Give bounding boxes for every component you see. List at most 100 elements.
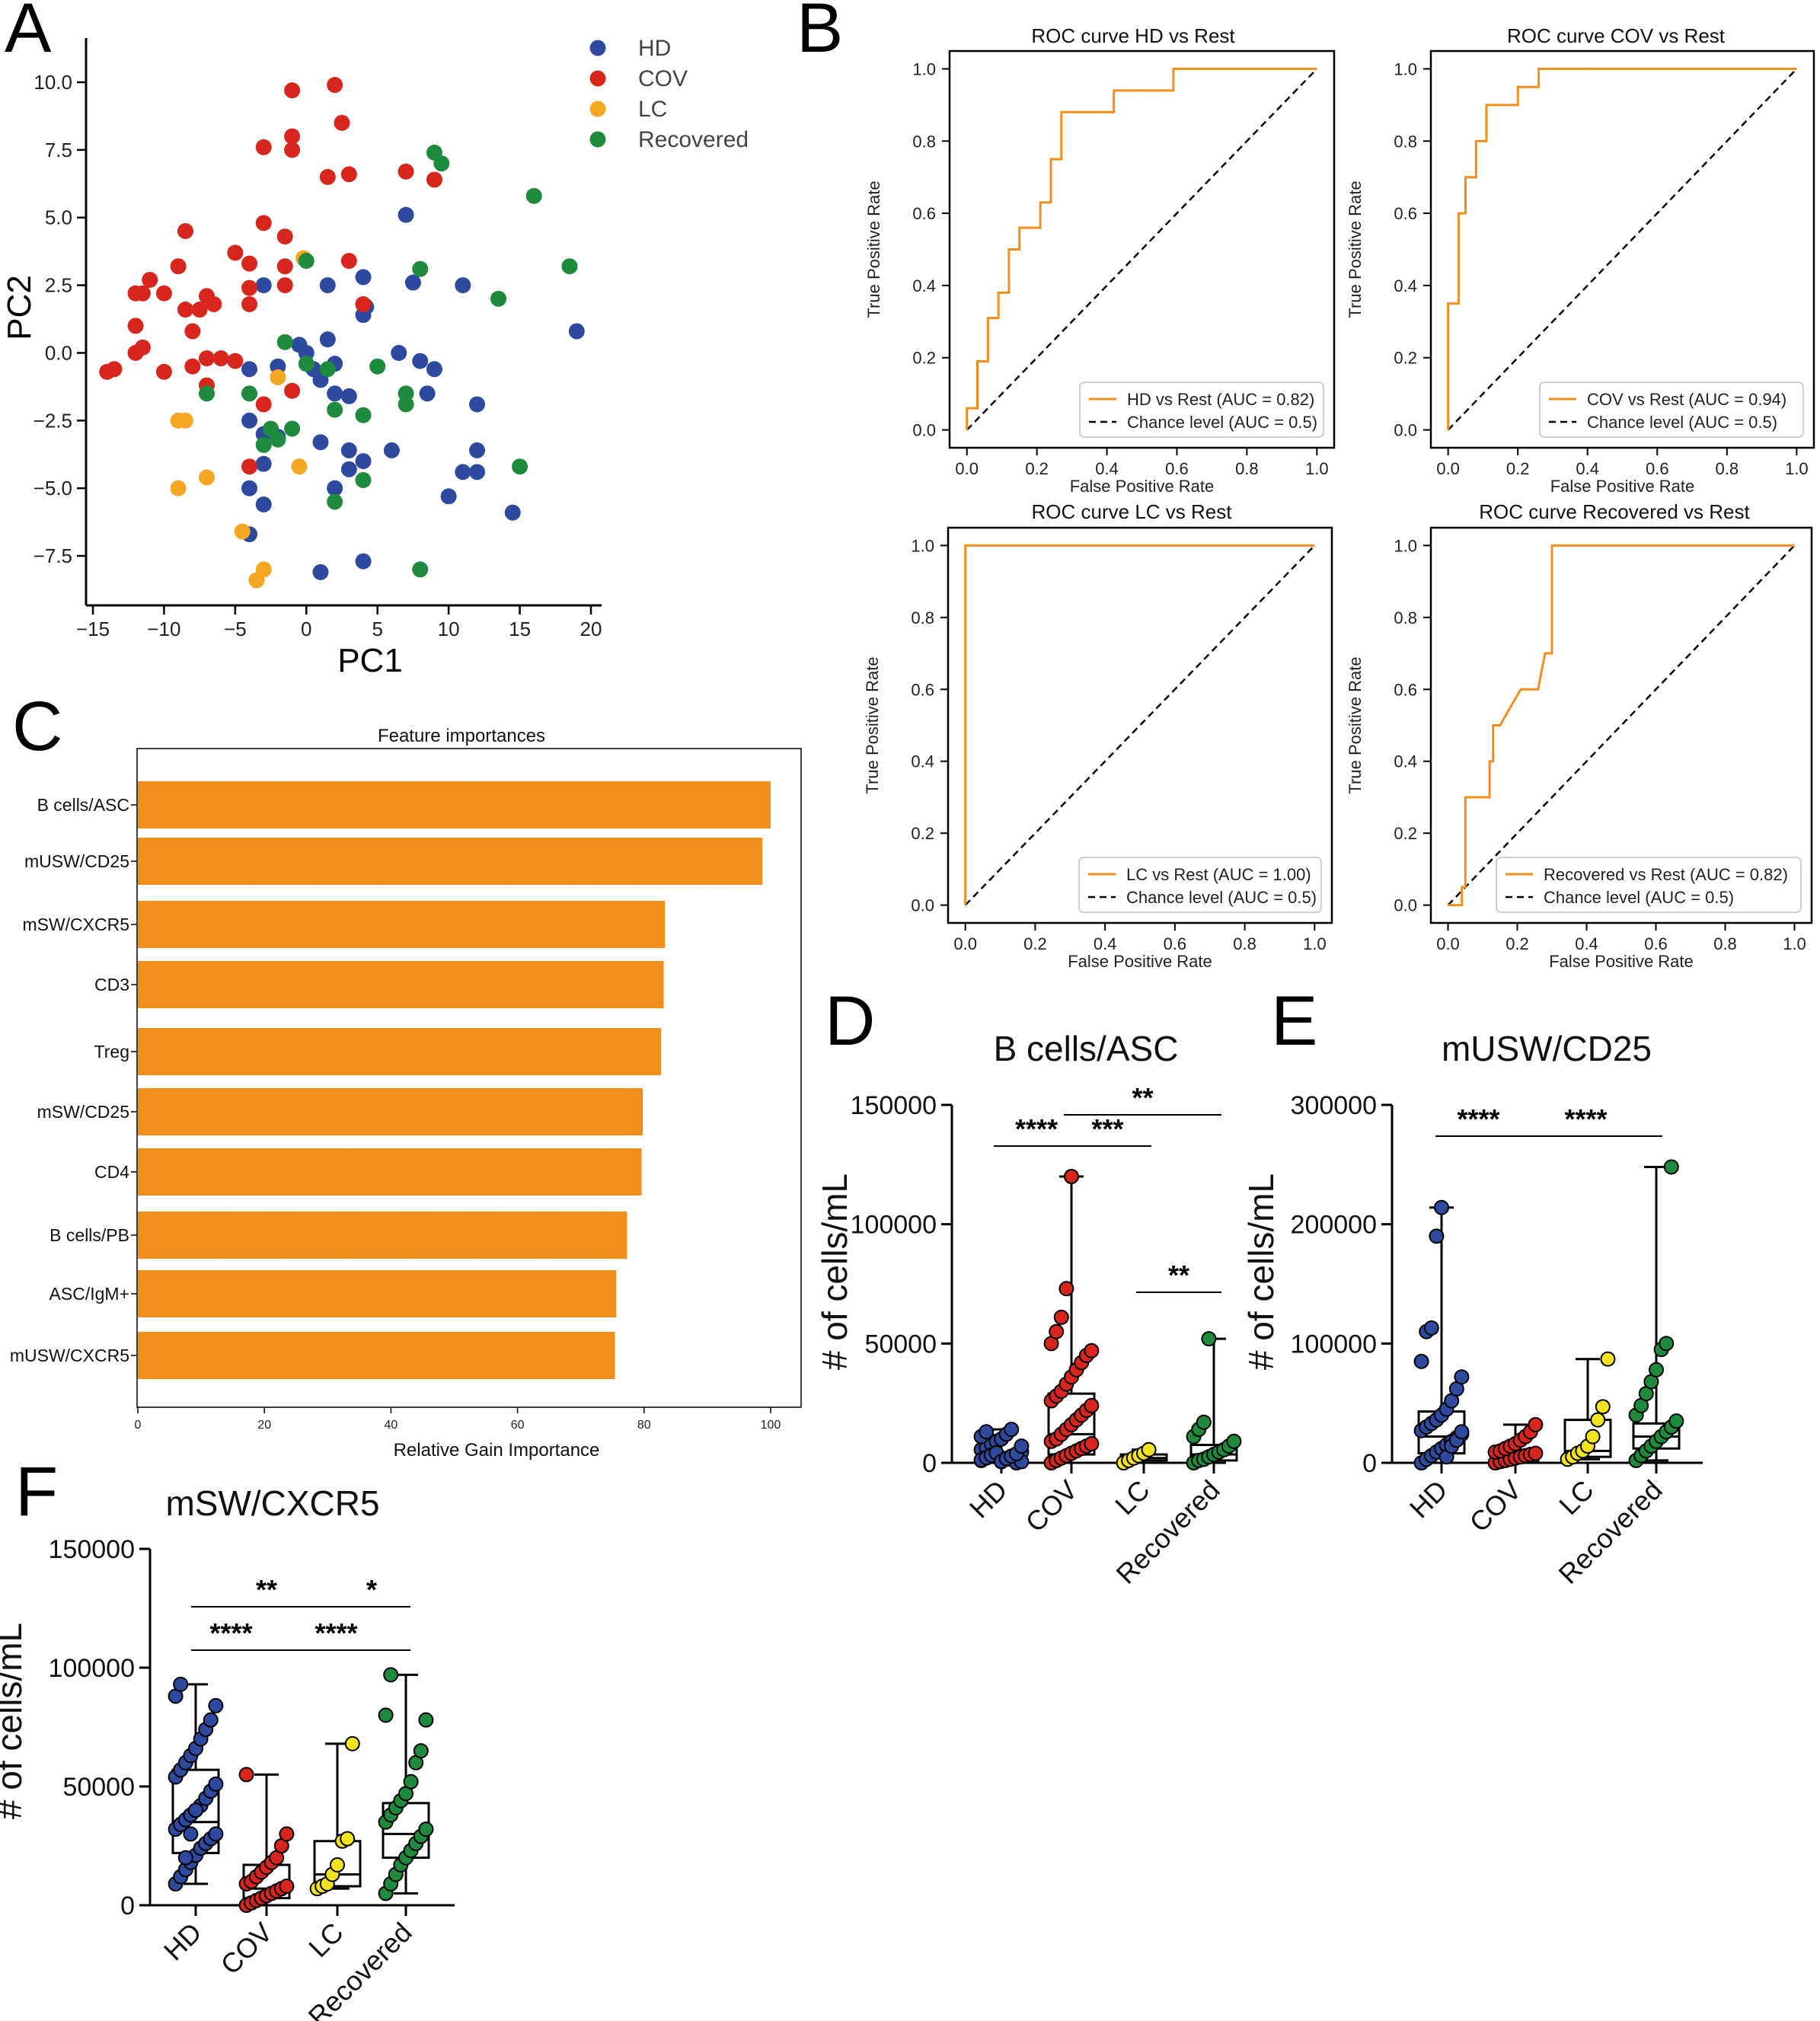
feature-label: B cells/PB <box>49 1225 129 1245</box>
point-recovered <box>561 258 578 275</box>
roc-curve-b3 <box>964 544 1315 905</box>
x-tick-label-e: LC <box>1553 1474 1600 1521</box>
data-point-recovered <box>1663 1159 1679 1175</box>
point-recovered <box>319 361 336 378</box>
roc-curves: ROC curve HD vs Rest 0.0 0.2 0.4 0.6 0.8 1.0 0.… <box>863 24 1815 971</box>
point-cov <box>184 323 201 340</box>
x-tick-label-b3: 0.4 <box>1094 934 1117 953</box>
legend-roc-label-b1: HD vs Rest (AUC = 0.82) <box>1127 390 1314 409</box>
y-tick-label-b1: 0.0 <box>912 421 936 440</box>
importance-bar <box>138 961 664 1008</box>
significance-label: **** <box>1564 1103 1607 1135</box>
point-hd <box>504 504 521 521</box>
point-cov <box>177 302 193 318</box>
y-tick-label-a: 10.0 <box>34 71 72 94</box>
x-tick-label-c: 20 <box>257 1419 271 1432</box>
point-cov <box>212 350 229 367</box>
point-lc <box>234 523 251 540</box>
feature-label: mSW/CXCR5 <box>22 915 129 934</box>
point-recovered <box>369 358 386 375</box>
importance-bar <box>138 1148 642 1196</box>
x-tick-label-b2: 0.6 <box>1646 459 1669 478</box>
data-point-hd <box>183 1826 199 1842</box>
y-tick-label-b3: 0.6 <box>911 680 934 699</box>
legend-label-recovered: Recovered <box>638 127 749 152</box>
data-point-lc <box>344 1735 360 1751</box>
data-point-cov <box>1053 1309 1069 1325</box>
point-cov <box>327 77 343 94</box>
x-tick-label-b3: 0.6 <box>1164 934 1187 953</box>
x-tick-label-a: −10 <box>147 618 180 640</box>
roc-curve-b1 <box>966 67 1317 430</box>
data-point-recovered <box>1201 1331 1217 1347</box>
x-tick-label-b3: 0.2 <box>1023 934 1047 953</box>
panel-letter-f: F <box>15 1453 58 1531</box>
box-plot-e: 0 100000 200000 300000 mUSW/CD25 # of cells/m… <box>1241 1029 1703 1590</box>
y-tick-label-b2: 0.0 <box>1394 421 1417 440</box>
y-tick-label-b1: 1.0 <box>912 59 936 78</box>
data-point-cov <box>279 1826 295 1842</box>
chart-title-f: mSW/CXCR5 <box>165 1483 379 1523</box>
x-tick-label-a: −15 <box>76 618 110 640</box>
y-tick-label-b4: 0.2 <box>1394 824 1417 843</box>
importance-bar <box>138 781 771 829</box>
data-point-hd <box>1423 1320 1439 1336</box>
x-tick-label-c: 60 <box>511 1419 525 1432</box>
y-tick-label-a: −5.0 <box>34 477 72 500</box>
x-tick-label-f: HD <box>158 1917 208 1967</box>
y-tick-label-a: 2.5 <box>45 274 72 297</box>
point-cov <box>276 228 293 245</box>
importance-bar <box>138 1270 617 1317</box>
significance-label: **** <box>209 1617 252 1649</box>
x-axis-label-b3: False Positive Rate <box>1068 952 1212 971</box>
point-cov <box>284 142 301 158</box>
x-tick-label-d: COV <box>1020 1474 1084 1538</box>
data-point-cov <box>1528 1416 1544 1432</box>
data-point-hd <box>1454 1369 1470 1385</box>
x-axis-label-a: PC1 <box>337 642 403 679</box>
point-cov <box>398 163 414 180</box>
point-hd <box>391 344 407 361</box>
point-cov <box>206 295 222 312</box>
x-tick-label-f: LC <box>302 1917 350 1964</box>
point-cov <box>177 222 193 239</box>
point-hd <box>419 385 436 402</box>
x-tick-label-b3: 0.8 <box>1233 934 1256 953</box>
y-tick-label-e: 100000 <box>1291 1330 1377 1359</box>
y-tick-label-b1: 0.2 <box>912 349 936 368</box>
point-recovered <box>255 436 272 453</box>
panel-b: B ROC curve HD vs Rest 0.0 0.2 0.4 0.6 0.8 1.0… <box>797 0 1815 971</box>
chance-line-b4 <box>1447 544 1796 906</box>
data-point-hd <box>1014 1438 1030 1454</box>
point-cov <box>340 166 357 183</box>
panel-letter-d: D <box>825 982 875 1060</box>
data-point-recovered <box>418 1821 434 1837</box>
point-hd <box>255 496 272 512</box>
y-tick-label-d: 50000 <box>864 1330 937 1359</box>
data-point-lc <box>1141 1442 1157 1457</box>
x-tick-label-b2: 0.2 <box>1506 459 1530 478</box>
legend-label-hd: HD <box>638 36 671 61</box>
data-point-cov <box>1084 1435 1100 1451</box>
data-point-hd <box>1429 1228 1445 1244</box>
data-point-hd <box>208 1697 224 1713</box>
y-tick-label-b2: 0.2 <box>1394 349 1417 368</box>
point-cov <box>426 171 442 188</box>
point-recovered <box>284 420 301 437</box>
data-point-cov <box>238 1767 254 1783</box>
point-cov <box>241 279 258 296</box>
x-tick-label-d: LC <box>1109 1474 1156 1521</box>
point-hd <box>469 442 486 458</box>
point-cov <box>198 350 215 367</box>
significance-label: **** <box>1457 1103 1499 1135</box>
y-tick-label-d: 100000 <box>851 1211 937 1240</box>
point-recovered <box>327 493 343 510</box>
point-lc <box>270 369 286 385</box>
legend-marker-lc <box>589 101 606 117</box>
point-hd <box>319 331 336 348</box>
y-axis-label-d: # of cells/mL <box>815 1173 854 1370</box>
point-hd <box>469 396 486 413</box>
point-hd <box>568 323 585 340</box>
x-tick-label-b4: 0.2 <box>1505 934 1529 953</box>
